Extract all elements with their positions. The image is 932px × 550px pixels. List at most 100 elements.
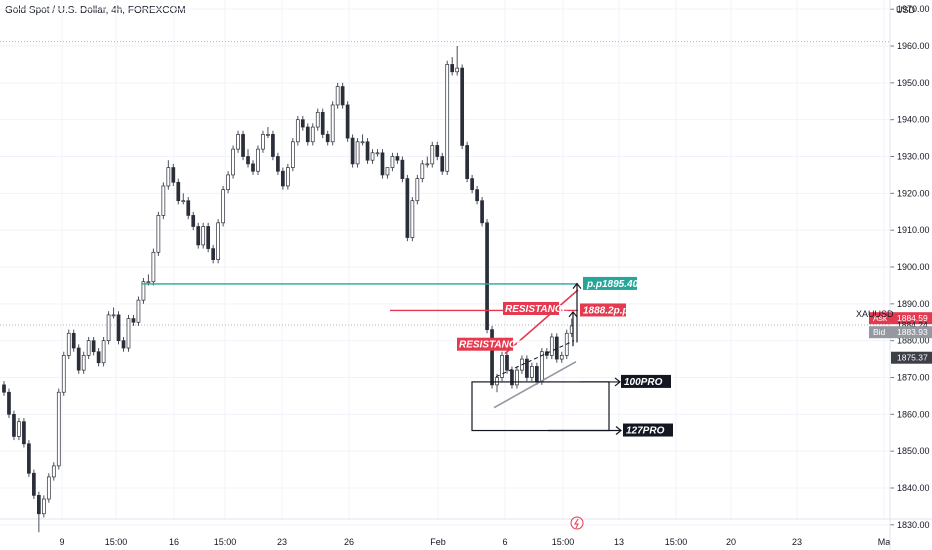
x-tick-label: Ma (878, 537, 891, 547)
candle-up (136, 299, 141, 323)
candle-down (465, 145, 469, 179)
channel-lower-line (493, 360, 577, 409)
candle-down (460, 67, 465, 146)
last-price-value: 1884.24 (897, 320, 928, 330)
candle-up (161, 185, 166, 216)
channel-upper-line (495, 340, 575, 378)
y-tick-label: 1930.00 (897, 152, 930, 162)
x-tick-label: 16 (169, 537, 179, 547)
y-tick-label: 1840.00 (897, 483, 930, 493)
y-tick-label: 1960.00 (897, 41, 930, 51)
y-tick-label: 1950.00 (897, 78, 930, 88)
candle-down (131, 318, 136, 323)
candle-up (530, 366, 534, 378)
candle-down (405, 178, 410, 238)
candle-down (121, 340, 126, 349)
candle-down (505, 355, 509, 371)
x-tick-label: 6 (502, 537, 507, 547)
bid-value: 1883.93 (897, 327, 928, 337)
symbol-label: XAUUSD (856, 309, 894, 319)
candle-up (410, 200, 415, 238)
bid-label: Bid (873, 327, 886, 337)
resistance-text-2: RESISTANCE (459, 340, 523, 351)
candle-down (365, 141, 370, 161)
candle-down (7, 391, 11, 415)
candle-up (181, 200, 186, 203)
x-tick-label: 15:00 (665, 537, 688, 547)
x-tick-label: 23 (792, 537, 802, 547)
y-tick-label: 1970.00 (897, 4, 930, 14)
candle-down (281, 170, 285, 187)
resistance-label-box (580, 303, 626, 317)
price-marker-value: 1875.37 (897, 353, 928, 363)
candle-down (380, 152, 385, 176)
y-tick-label: 1870.00 (897, 372, 930, 382)
ask-value: 1884.59 (897, 313, 928, 323)
candle-down (91, 340, 96, 353)
y-tick-label: 1890.00 (897, 299, 930, 309)
candle-up (261, 134, 265, 150)
candle-down (544, 351, 549, 356)
arrow-to-support-head (572, 282, 582, 289)
candle-up (559, 355, 564, 360)
chart-title: Gold Spot / U.S. Dollar, 4h, FOREXCOM (5, 5, 186, 16)
candle-up (310, 126, 315, 143)
candle-up (236, 134, 240, 150)
candle-up (61, 355, 66, 393)
resistance-text-box-1 (503, 301, 559, 315)
candle-up (420, 163, 425, 179)
candle-up (495, 377, 499, 386)
candle-up (226, 174, 230, 191)
candle-up (375, 152, 380, 155)
candle-down (325, 134, 330, 143)
target-2-box (623, 423, 673, 437)
candle-down (211, 248, 216, 260)
x-tick-label: 15:00 (214, 537, 237, 547)
candle-down (470, 178, 474, 191)
candle-up (146, 281, 151, 284)
candle-up (425, 163, 430, 166)
candle-down (510, 369, 514, 386)
candle-up (201, 226, 206, 246)
x-tick-label: 13 (614, 537, 624, 547)
candle-up (51, 465, 56, 478)
candle-up (330, 104, 335, 143)
resistance-text-box-2 (457, 337, 513, 351)
candle-down (186, 200, 191, 216)
ask-badge (869, 312, 932, 325)
candle-up (86, 340, 91, 356)
y-tick-label: 1940.00 (897, 115, 930, 125)
candle-up (231, 148, 235, 176)
candle-down (395, 156, 400, 161)
candle-up (430, 145, 435, 165)
candle-up (355, 141, 360, 165)
candle-down (246, 156, 250, 165)
candle-up (66, 332, 71, 356)
y-tick-label: 1910.00 (897, 225, 930, 235)
candle-down (27, 443, 31, 474)
target-1-box (621, 374, 671, 388)
candle-up (290, 141, 295, 168)
candle-up (41, 498, 46, 515)
candle-up (141, 281, 146, 301)
candle-up (56, 391, 61, 467)
target-2-arrow-head (615, 426, 622, 435)
candle-down (440, 156, 445, 172)
candle-up (500, 355, 504, 378)
candle-down (276, 156, 280, 172)
resistance-trendline (504, 289, 579, 355)
candle-up (549, 336, 554, 356)
candle-down (350, 137, 355, 165)
x-tick-label: 15:00 (105, 537, 128, 547)
candle-down (554, 336, 559, 360)
candle-up (111, 314, 116, 317)
candle-up (256, 148, 260, 172)
candle-down (196, 226, 201, 246)
candle-up (221, 189, 225, 224)
candle-up (156, 215, 161, 253)
candle-up (515, 369, 519, 386)
candle-down (400, 159, 405, 179)
candle-up (106, 314, 111, 342)
candle-down (271, 134, 275, 157)
